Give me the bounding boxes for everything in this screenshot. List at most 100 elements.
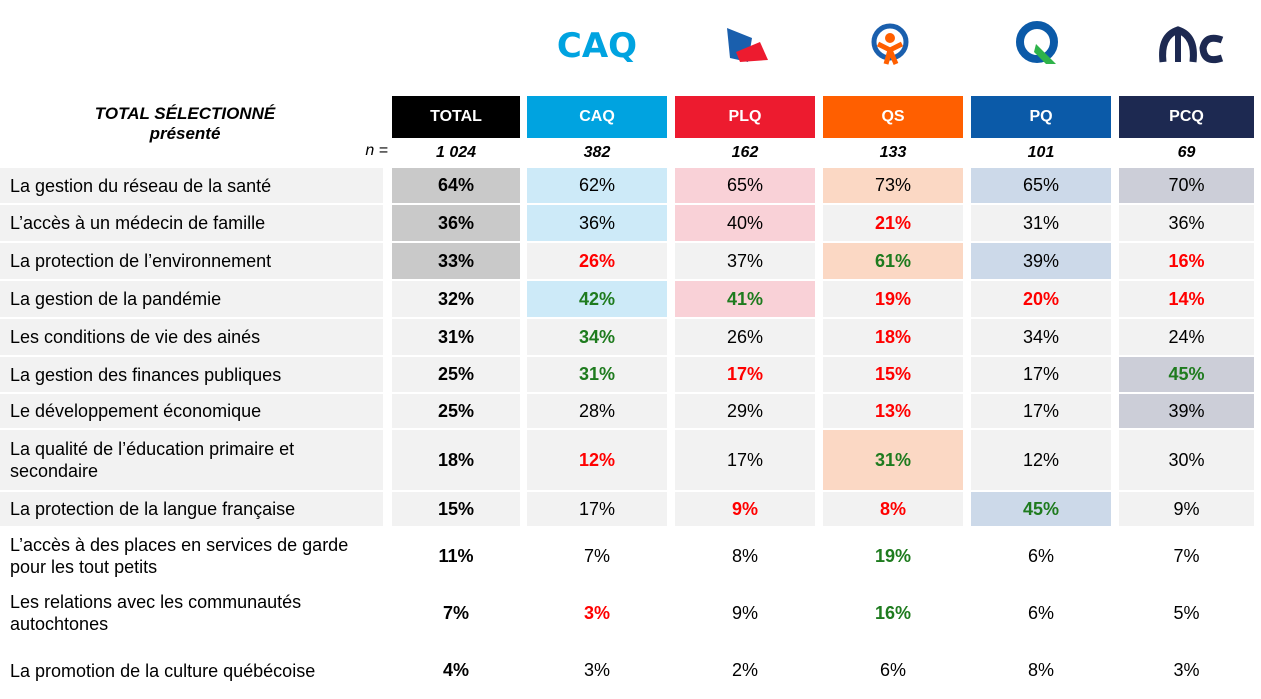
cell: 18% [392, 430, 520, 490]
cell: 2% [675, 642, 815, 699]
cell: 8% [971, 642, 1111, 699]
cell: 24% [1119, 319, 1254, 355]
cell: 31% [392, 319, 520, 355]
row-label: L’accès à un médecin de famille [0, 205, 383, 241]
cell: 7% [1119, 528, 1254, 584]
sample-size: 382 [583, 144, 611, 161]
cell: 41% [675, 281, 815, 317]
row-label: La gestion des finances publiques [0, 357, 383, 392]
cell: 14% [1119, 281, 1254, 317]
cell: 36% [1119, 205, 1254, 241]
cell: 3% [527, 642, 667, 699]
cell: 34% [527, 319, 667, 355]
cell: 8% [823, 492, 963, 526]
row-label: La qualité de l’éducation primaire et se… [0, 430, 383, 490]
column-header: PQ [971, 96, 1111, 138]
column-header: PCQ [1119, 96, 1254, 138]
cell: 26% [675, 319, 815, 355]
cell: 39% [1119, 394, 1254, 428]
cell: 12% [527, 430, 667, 490]
row-label: La promotion de la culture québécoise [0, 642, 383, 699]
cell: 17% [675, 430, 815, 490]
cell: 13% [823, 394, 963, 428]
cell: 8% [675, 528, 815, 584]
n-label: n = [365, 142, 388, 159]
cell: 33% [392, 243, 520, 279]
sample-size: 69 [1177, 144, 1196, 161]
cell: 62% [527, 168, 667, 203]
cell: 34% [971, 319, 1111, 355]
sample-size: 162 [731, 144, 759, 161]
cell: 6% [971, 528, 1111, 584]
cell: 9% [1119, 492, 1254, 526]
cell: 20% [971, 281, 1111, 317]
cell: 15% [823, 357, 963, 392]
column-header: PLQ [675, 96, 815, 138]
qs-logo [871, 23, 909, 65]
cell: 7% [392, 586, 520, 640]
cell: 42% [527, 281, 667, 317]
cell: 26% [527, 243, 667, 279]
cell: 17% [675, 357, 815, 392]
cell: 16% [823, 586, 963, 640]
cell: 15% [392, 492, 520, 526]
cell: 70% [1119, 168, 1254, 203]
cell: 17% [971, 357, 1111, 392]
cell: 16% [1119, 243, 1254, 279]
cell: 31% [527, 357, 667, 392]
row-label: Les conditions de vie des ainés [0, 319, 383, 355]
cell: 36% [392, 205, 520, 241]
cell: 36% [527, 205, 667, 241]
cell: 17% [971, 394, 1111, 428]
cell: 11% [392, 528, 520, 584]
cell: 12% [971, 430, 1111, 490]
cell: 21% [823, 205, 963, 241]
cell: 45% [971, 492, 1111, 526]
cell: 73% [823, 168, 963, 203]
cell: 64% [392, 168, 520, 203]
cell: 30% [1119, 430, 1254, 490]
cell: 4% [392, 642, 520, 699]
pq-logo [1016, 21, 1058, 64]
sample-size: 133 [879, 144, 907, 161]
title-line: TOTAL SÉLECTIONNÉ [94, 104, 276, 123]
row-label: La gestion de la pandémie [0, 281, 383, 317]
cell: 18% [823, 319, 963, 355]
cell: 3% [1119, 642, 1254, 699]
cell: 45% [1119, 357, 1254, 392]
cell: 19% [823, 281, 963, 317]
cell: 31% [823, 430, 963, 490]
cell: 31% [971, 205, 1111, 241]
row-label: La protection de l’environnement [0, 243, 383, 279]
cell: 37% [675, 243, 815, 279]
cell: 5% [1119, 586, 1254, 640]
caq-logo: CAQ [557, 26, 637, 66]
cell: 7% [527, 528, 667, 584]
title-line: présenté [149, 124, 221, 143]
cell: 28% [527, 394, 667, 428]
cell: 9% [675, 492, 815, 526]
cell: 25% [392, 394, 520, 428]
cell: 25% [392, 357, 520, 392]
cell: 6% [971, 586, 1111, 640]
cell: 17% [527, 492, 667, 526]
cell: 6% [823, 642, 963, 699]
pcq-logo [1159, 26, 1224, 64]
cell: 3% [527, 586, 667, 640]
cell: 19% [823, 528, 963, 584]
cell: 40% [675, 205, 815, 241]
table-title: TOTAL SÉLECTIONNÉ présenté [60, 104, 310, 144]
sample-size: 101 [1027, 144, 1055, 161]
row-label: Le développement économique [0, 394, 383, 428]
row-label: La protection de la langue française [0, 492, 383, 526]
cell: 39% [971, 243, 1111, 279]
cell: 32% [392, 281, 520, 317]
sample-size: 1 024 [435, 144, 477, 161]
row-label: Les relations avec les communautés autoc… [0, 586, 383, 640]
plq-logo [727, 28, 768, 62]
cell: 9% [675, 586, 815, 640]
row-label: La gestion du réseau de la santé [0, 168, 383, 203]
cell: 65% [675, 168, 815, 203]
cell: 61% [823, 243, 963, 279]
